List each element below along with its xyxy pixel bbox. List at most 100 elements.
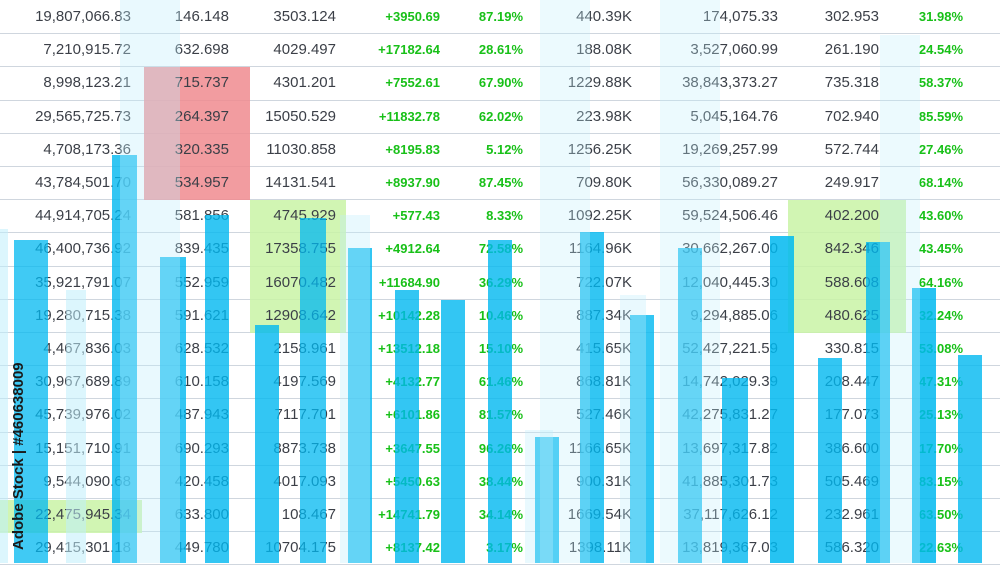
table-cell: 7,210,915.72 <box>43 41 131 58</box>
table-cell: 30,662,267.00 <box>682 240 778 257</box>
table-cell: 14131.541 <box>265 174 336 191</box>
chart-bar <box>255 325 279 563</box>
table-cell: 320.335 <box>174 141 229 158</box>
table-cell: 4,708,173.36 <box>43 141 131 158</box>
chart-bar <box>912 288 936 563</box>
row-divider <box>0 66 1000 67</box>
table-cell: 9,294,885.06 <box>690 307 778 324</box>
chart-bar <box>580 232 604 563</box>
table-cell: 87.19% <box>478 9 523 24</box>
table-cell: +8195.83 <box>385 142 440 157</box>
table-cell: 19,269,257.99 <box>682 141 778 158</box>
chart-bar <box>525 430 553 563</box>
chart-bar <box>348 248 372 563</box>
table-cell: 188.08K <box>576 41 632 58</box>
table-cell: 29,565,725.73 <box>35 108 131 125</box>
table-cell: +11684.90 <box>378 275 440 290</box>
chart-bar <box>441 300 465 563</box>
adobe-stock-watermark: Adobe Stock | #460638009 <box>8 300 34 560</box>
chart-bar <box>488 240 512 563</box>
table-cell: 440.39K <box>576 8 632 25</box>
table-cell: 534.957 <box>174 174 229 191</box>
table-cell: 572.744 <box>824 141 879 158</box>
table-cell: 4,467,836.03 <box>43 340 131 357</box>
chart-bar <box>958 355 982 563</box>
row-divider <box>0 232 1000 233</box>
table-cell: 1229.88K <box>567 74 632 91</box>
table-cell: 4029.497 <box>273 41 336 58</box>
table-cell: +577.43 <box>392 208 440 223</box>
chart-bar <box>395 290 419 563</box>
table-cell: 264.397 <box>174 108 229 125</box>
table-cell: 330.815 <box>824 340 879 357</box>
table-cell: 68.14% <box>918 175 963 190</box>
table-cell: 146.148 <box>174 8 229 25</box>
table-cell: 223.98K <box>576 108 632 125</box>
table-cell: 85.59% <box>918 109 963 124</box>
chart-bar <box>678 248 702 563</box>
row-divider <box>0 100 1000 101</box>
table-cell: 12,040,445.30 <box>682 274 778 291</box>
table-cell: 46,400,736.92 <box>35 240 131 257</box>
table-cell: 24.54% <box>918 42 963 57</box>
table-cell: 52,427,221.59 <box>682 340 778 357</box>
table-cell: +7552.61 <box>385 75 440 90</box>
table-cell: 11030.858 <box>266 141 336 158</box>
chart-bar <box>540 0 590 563</box>
table-cell: +4912.64 <box>385 241 440 256</box>
chart-bar <box>660 0 720 563</box>
table-cell: 19,807,066.83 <box>35 8 131 25</box>
row-divider <box>0 199 1000 200</box>
table-cell: 43.45% <box>918 241 963 256</box>
table-cell: 31.98% <box>918 9 963 24</box>
table-cell: 261.190 <box>824 41 879 58</box>
table-cell: 632.698 <box>174 41 229 58</box>
row-divider <box>0 133 1000 134</box>
table-cell: 58.37% <box>918 75 963 90</box>
table-cell: 5,045,164.76 <box>690 108 778 125</box>
chart-bar <box>205 215 229 563</box>
table-cell: 480.625 <box>824 307 879 324</box>
table-cell: 249.917 <box>824 174 879 191</box>
table-cell: 15050.529 <box>265 108 336 125</box>
table-cell: 302.953 <box>824 8 879 25</box>
table-cell: 3,527,060.99 <box>690 41 778 58</box>
chart-bar <box>866 242 890 563</box>
chart-bar <box>14 240 48 563</box>
chart-bar <box>535 437 559 563</box>
table-cell: 28.61% <box>478 42 523 57</box>
table-cell: 402.200 <box>824 207 879 224</box>
table-cell: 5.12% <box>486 142 523 157</box>
table-cell: 43.60% <box>918 208 963 223</box>
table-cell: 702.940 <box>824 108 879 125</box>
chart-bar <box>160 257 186 563</box>
table-cell: 64.16% <box>918 275 963 290</box>
table-cell: 735.318 <box>824 74 879 91</box>
table-cell: 62.02% <box>478 109 523 124</box>
chart-bar <box>620 295 646 563</box>
table-cell: 56,330,089.27 <box>682 174 778 191</box>
green-highlight <box>250 200 346 333</box>
table-cell: 8.33% <box>486 208 523 223</box>
table-cell: 27.46% <box>918 142 963 157</box>
table-cell: +3950.69 <box>385 9 440 24</box>
table-cell: 9,544,090.68 <box>43 473 131 490</box>
table-cell: 8,998,123.21 <box>43 74 131 91</box>
table-cell: 4301.201 <box>273 74 336 91</box>
chart-bar <box>300 218 326 563</box>
table-cell: 715.737 <box>174 74 229 91</box>
table-cell: 44,914,705.24 <box>35 207 131 224</box>
table-cell: 174,075.33 <box>702 8 778 25</box>
chart-bar <box>818 358 842 563</box>
table-cell: +8937.90 <box>385 175 440 190</box>
table-cell: 1256.25K <box>567 141 632 158</box>
table-cell: 43,784,501.70 <box>35 174 131 191</box>
table-cell: 67.90% <box>478 75 523 90</box>
chart-bar <box>66 290 86 563</box>
red-highlight <box>144 67 250 200</box>
chart-bar <box>722 378 748 563</box>
chart-bar <box>340 215 370 563</box>
table-cell: 842.346 <box>824 240 879 257</box>
table-cell: 1092.25K <box>567 207 632 224</box>
